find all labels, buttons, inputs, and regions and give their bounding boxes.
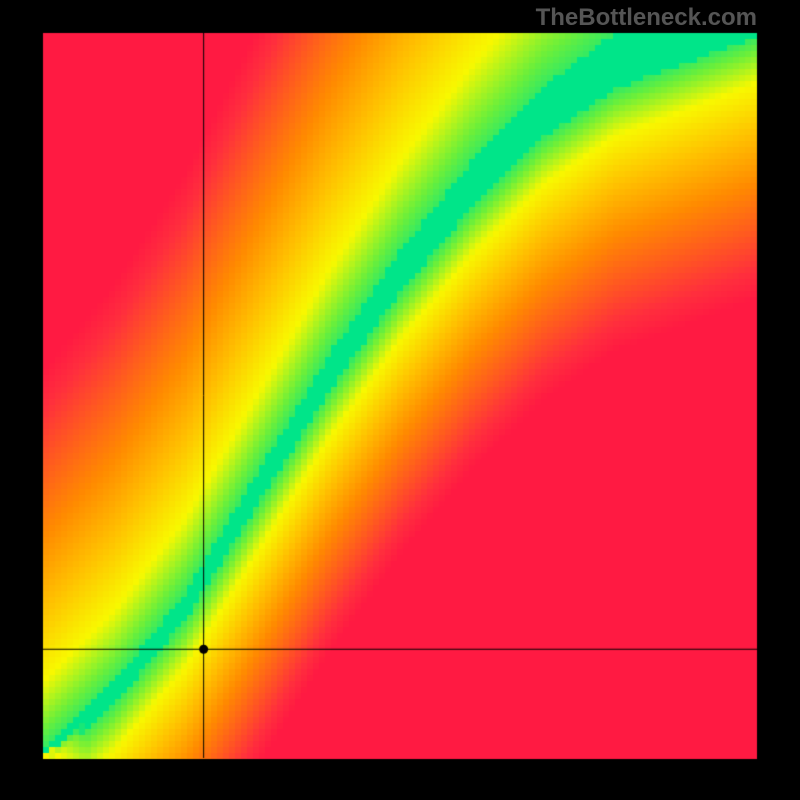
watermark-text: TheBottleneck.com (536, 4, 757, 32)
bottleneck-heatmap (0, 0, 800, 800)
chart-container: TheBottleneck.com (0, 0, 800, 800)
